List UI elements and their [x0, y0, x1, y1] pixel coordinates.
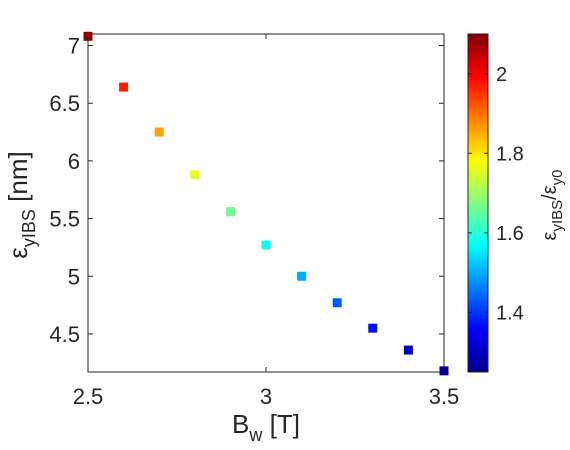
plot-area [87, 33, 445, 373]
x-axis-ticks: 2.5 3 3.5 [73, 34, 460, 409]
scatter-points [83, 31, 449, 376]
data-point [368, 323, 378, 333]
cb-label-symbol-1: ε [539, 231, 561, 240]
cb-label-slash: / [539, 194, 561, 200]
data-point [190, 170, 200, 180]
y-tick-label: 5.5 [49, 207, 80, 232]
colorbar-ticks: 1.4 1.6 1.8 2 [468, 64, 524, 324]
x-tick-label: 3.5 [429, 384, 460, 409]
y-label-subscript: yIBS [19, 209, 39, 247]
x-axis-label: Bw [T] [232, 409, 300, 445]
data-point [403, 345, 413, 355]
colorbar-tick-label: 1.6 [496, 223, 524, 245]
data-point [119, 82, 129, 92]
x-label-main: B [232, 409, 249, 439]
y-axis-ticks: 4.5 5 5.5 6 6.5 7 [49, 34, 444, 347]
y-axis-label: εyIBS [nm] [3, 151, 39, 258]
data-point [83, 31, 93, 41]
data-point [154, 127, 164, 137]
data-point [332, 298, 342, 308]
y-label-symbol: ε [3, 247, 33, 259]
data-point [297, 271, 307, 281]
data-point [439, 366, 449, 376]
data-point [225, 207, 235, 217]
x-tick-label: 2.5 [73, 384, 104, 409]
cb-label-symbol-2: ε [539, 185, 561, 194]
colorbar-tick-label: 2 [496, 64, 507, 86]
y-label-units: [nm] [3, 151, 33, 209]
y-tick-label: 7 [68, 34, 80, 59]
y-tick-label: 5 [68, 264, 80, 289]
x-label-subscript: w [248, 425, 263, 445]
data-point [261, 240, 271, 250]
y-tick-label: 6 [68, 149, 80, 174]
x-tick-label: 3 [260, 384, 272, 409]
colorbar [467, 33, 489, 373]
svg-text:εyIBS [nm]: εyIBS [nm] [3, 151, 39, 258]
x-label-units: [T] [262, 409, 300, 439]
colorbar-label: εyIBS/εy0 [539, 170, 566, 241]
cb-label-subscript-1: yIBS [549, 200, 566, 232]
svg-text:εyIBS/εy0: εyIBS/εy0 [539, 170, 566, 241]
colorbar-tick-label: 1.8 [496, 143, 524, 165]
colorbar-tick-label: 1.4 [496, 302, 524, 324]
y-tick-label: 6.5 [49, 91, 80, 116]
cb-label-subscript-2: y0 [549, 170, 566, 186]
y-tick-label: 4.5 [49, 322, 80, 347]
